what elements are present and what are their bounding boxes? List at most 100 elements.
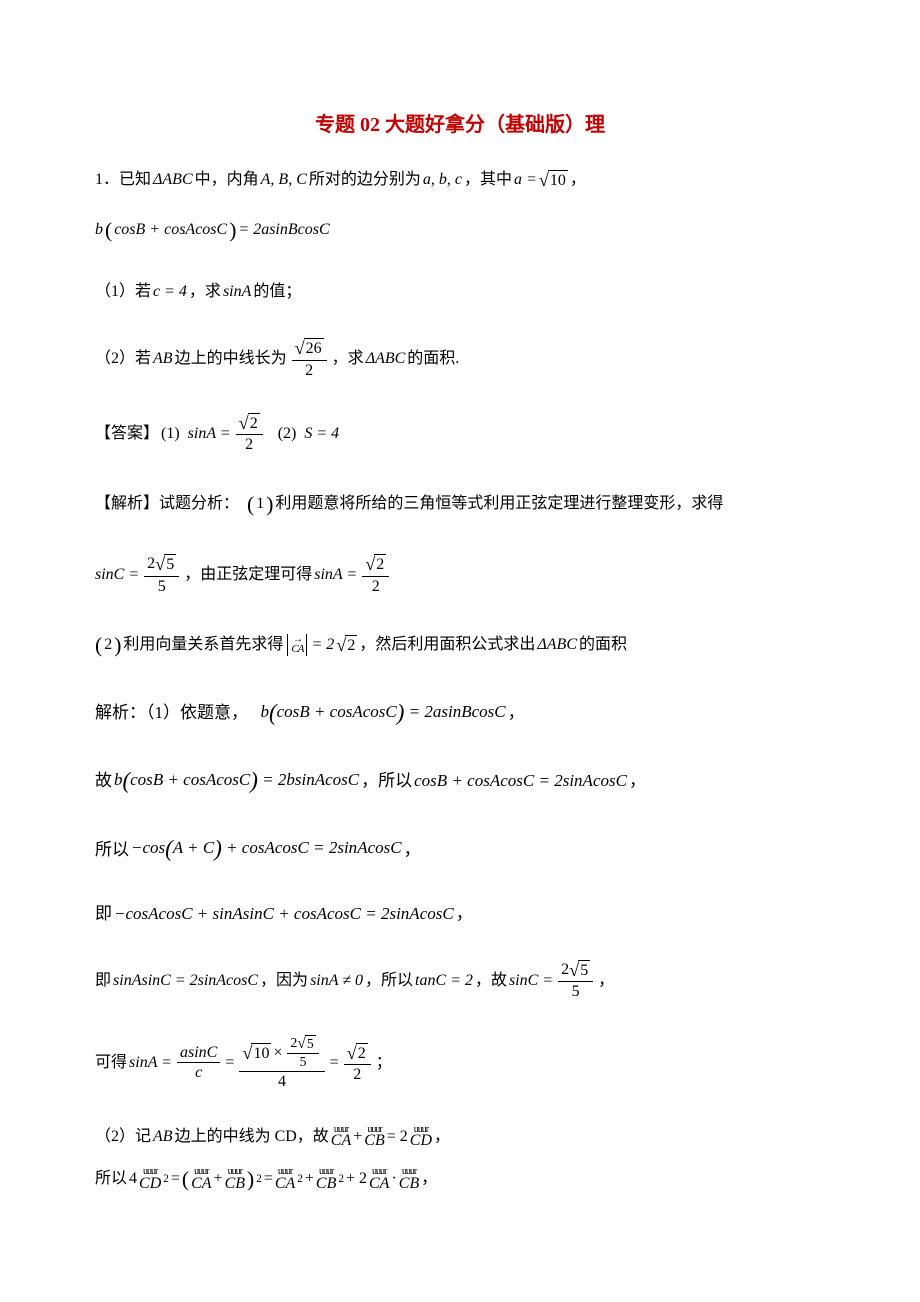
math: sinC = [509, 969, 553, 993]
math: sinA = [129, 1051, 172, 1075]
problem-line-1: 1．已知 ΔABC 中，内角 A, B, C 所对的边分别为 a, b, c ，… [95, 168, 825, 192]
math: sinA = [188, 422, 231, 446]
text: ， [629, 768, 646, 794]
text: (2) [278, 422, 297, 446]
analysis-intro: 【解析】试题分析： ((1)1) 利用题意将所给的三角恒等式利用正弦定理进行整理… [95, 488, 825, 520]
sol-line-4: 即 −cosAcosC + sinAsinC + cosAcosC = 2sin… [95, 901, 825, 927]
math: sinAsinC = 2sinAcosC [113, 969, 258, 993]
eq: = [171, 1167, 180, 1191]
math: ΔABC [537, 633, 577, 657]
text: ，然后利用面积公式求出 [359, 633, 535, 657]
math: A, B, C [261, 168, 307, 192]
vector-ca: uuurCA [331, 1126, 351, 1148]
fraction: √10 × 2√5 5 4 [239, 1035, 324, 1091]
math: AB [153, 1125, 173, 1149]
sol-line-6: 可得 sinA = asinC c = √10 × 2√5 5 4 = √2 2… [95, 1035, 825, 1091]
math: ΔABC [366, 347, 406, 371]
page-title: 专题 02 大题好拿分（基础版）理 [95, 110, 825, 140]
math: S = 4 [304, 422, 339, 446]
vector: uuurCA [275, 1168, 295, 1190]
vector: uuurCB [225, 1168, 245, 1190]
math: sinC = [95, 563, 139, 587]
vector-cd: uuurCD [410, 1126, 432, 1148]
vector: uuurCA [369, 1168, 389, 1190]
vector: uuurCD [139, 1168, 161, 1190]
text: 可得 [95, 1051, 127, 1075]
text: 所以 [95, 837, 129, 863]
text: 利用题意将所给的三角恒等式利用正弦定理进行整理变形，求得 [275, 492, 723, 516]
math: cosB + cosAcosC [114, 218, 227, 242]
abs: →CA [287, 634, 307, 656]
math: sinA ≠ 0 [310, 969, 363, 993]
text: ，所以 [361, 768, 412, 794]
sol-line-3: 所以 −cos(A + C) + cosAcosC = 2sinAcosC ， [95, 832, 825, 866]
plus: + [353, 1125, 362, 1149]
text: 边上的中线为 CD，故 [175, 1125, 329, 1149]
text: ， [434, 1125, 450, 1149]
math: −cosAcosC + sinAsinC + cosAcosC = 2sinAc… [114, 901, 454, 927]
text: ，故 [475, 969, 507, 993]
num: 4 [129, 1167, 137, 1191]
text: ，其中 [464, 168, 512, 192]
math: c = 4 [153, 280, 187, 304]
text: （2）记 [95, 1125, 151, 1149]
math: sinA = [314, 563, 357, 587]
math: b [95, 218, 103, 242]
math: = 2asinBcosC [238, 218, 329, 242]
label: 【解析】试题分析： [95, 492, 239, 516]
sol-line-1: 解析：（1）依题意， b(cosB + cosAcosC) = 2asinBco… [95, 696, 825, 730]
text: ，求 [189, 280, 221, 304]
paren: ) [229, 214, 236, 246]
math: sinA [223, 280, 251, 304]
text: 的面积. [407, 347, 459, 371]
text: 的值； [253, 280, 301, 304]
fraction: √2 2 [344, 1043, 371, 1084]
text: 解析：（1）依题意， [95, 700, 248, 726]
text: ， [570, 168, 586, 192]
text: ， [508, 700, 525, 726]
fraction: 2√5 5 [558, 960, 593, 1001]
text: 所对的边分别为 [309, 168, 421, 192]
text: ， [456, 901, 473, 927]
text: 利用向量关系首先求得 [123, 633, 283, 657]
vector-cb: uuurCB [364, 1126, 384, 1148]
math: b(cosB + cosAcosC) = 2bsinAcosC [114, 764, 359, 798]
text: 故 [95, 768, 112, 794]
text: 所以 [95, 1167, 127, 1191]
eq: = [225, 1051, 234, 1075]
text: ，所以 [365, 969, 413, 993]
text: 边上的中线长为 [175, 347, 287, 371]
math: AB [153, 347, 173, 371]
part2: （2）若 AB 边上的中线长为 √26 2 ，求 ΔABC 的面积. [95, 338, 825, 379]
fraction: 2√5 5 [144, 554, 179, 595]
vector: uuurCB [316, 1168, 336, 1190]
paren: ( [105, 214, 112, 246]
math: tanC = 2 [415, 969, 473, 993]
text: 的面积 [579, 633, 627, 657]
text: ， [421, 1167, 437, 1191]
text: ，求 [332, 347, 364, 371]
num: ( [95, 629, 102, 661]
math: b(cosB + cosAcosC) = 2asinBcosC [261, 696, 506, 730]
fraction: √2 2 [236, 413, 263, 454]
fraction: asinC c [177, 1044, 220, 1082]
eq: = [330, 1051, 339, 1075]
text: 即 [95, 969, 111, 993]
text: 即 [95, 901, 112, 927]
sol-line-7: （2）记 AB 边上的中线为 CD，故 uuurCA + uuurCB = 2 … [95, 1125, 825, 1149]
label: 【答案】 [95, 422, 159, 446]
vector: uuurCB [399, 1168, 419, 1190]
text: ， [598, 969, 614, 993]
answer-line: 【答案】 (1) sinA = √2 2 (2) S = 4 [95, 413, 825, 454]
sol-line-5: 即 sinAsinC = 2sinAcosC ，因为 sinA ≠ 0 ，所以 … [95, 960, 825, 1001]
text: ，因为 [260, 969, 308, 993]
analysis-sinC: sinC = 2√5 5 ，由正弦定理可得 sinA = √2 2 [95, 554, 825, 595]
eq: = 2 [387, 1125, 408, 1149]
part1: （1）若 c = 4 ，求 sinA 的值； [95, 280, 825, 304]
text: 中，内角 [195, 168, 259, 192]
math: a = [514, 168, 537, 192]
math: cosB + cosAcosC = 2sinAcosC [414, 768, 627, 794]
math: = 2 [311, 633, 334, 657]
vector: uuurCA [191, 1168, 211, 1190]
sol-line-8: 所以 4 uuurCD2 = ( uuurCA + uuurCB )2 = uu… [95, 1163, 825, 1195]
